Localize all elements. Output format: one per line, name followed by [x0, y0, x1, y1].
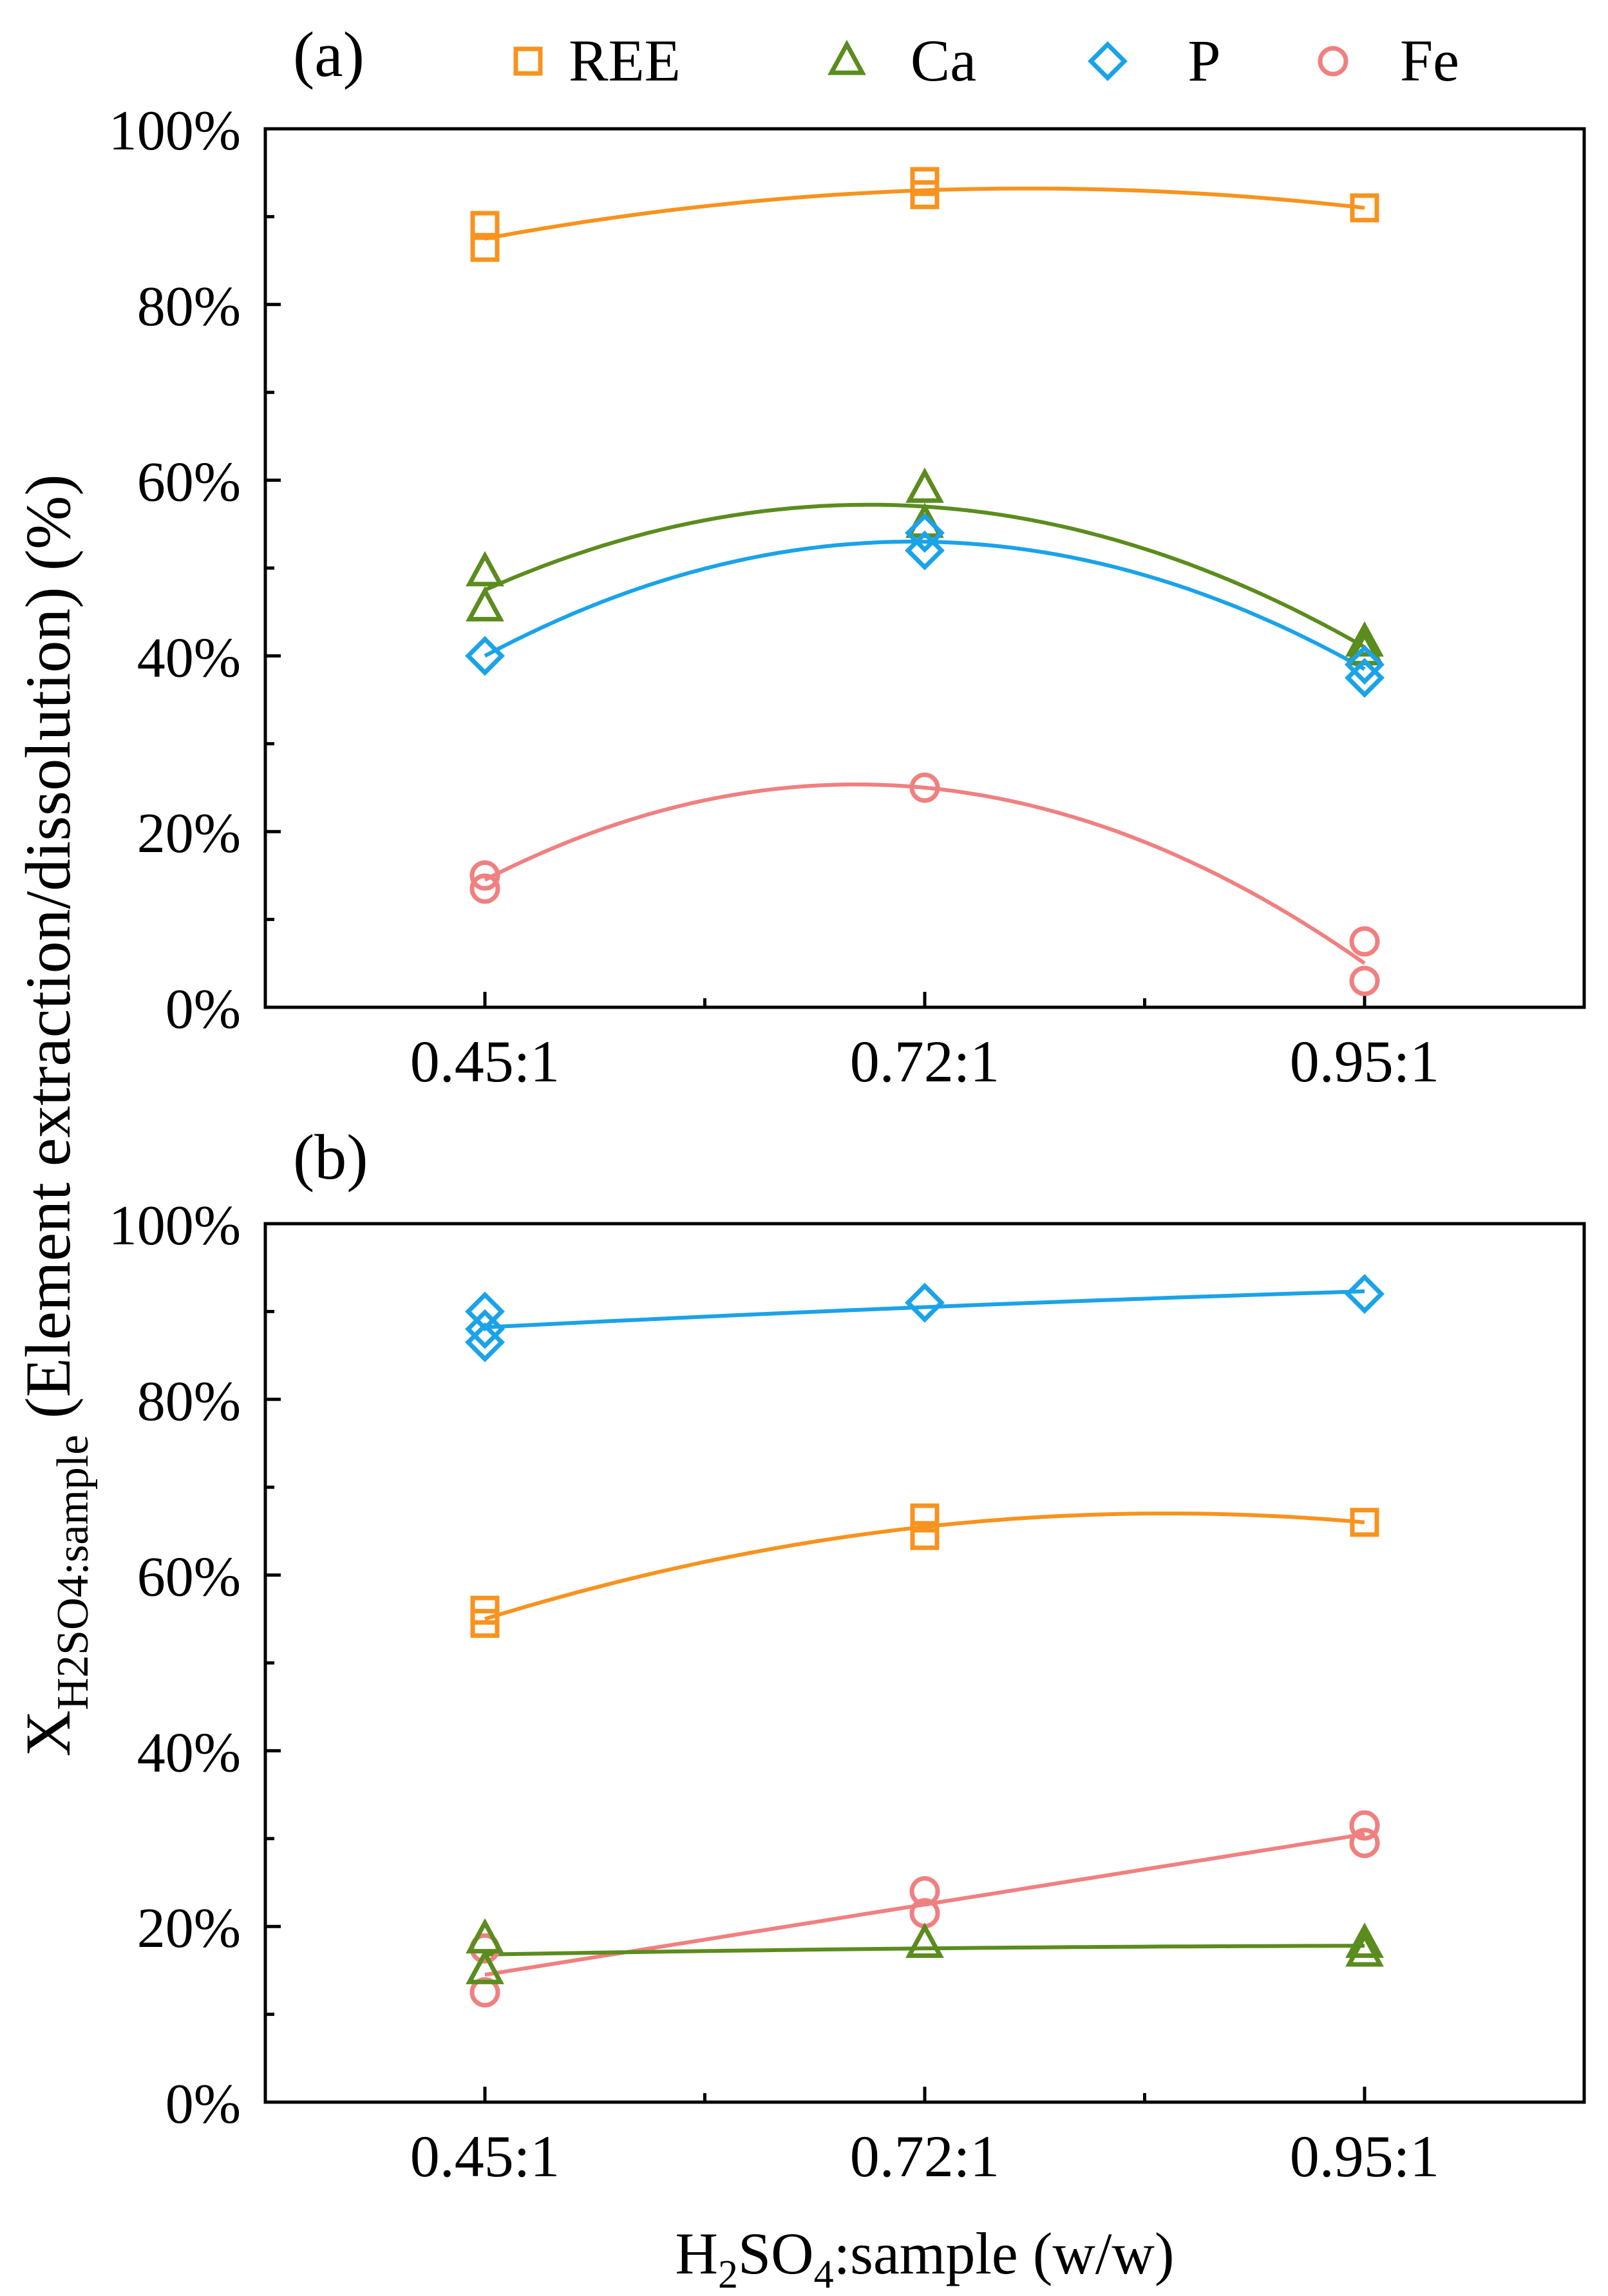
point-ree — [910, 1521, 940, 1550]
fit-line-ca — [484, 1944, 1365, 1957]
point-ca — [1345, 1922, 1384, 1958]
legend: REE Ca P Fe — [513, 28, 1459, 93]
fit-line-ree — [484, 186, 1365, 241]
legend-label-ree: REE — [569, 28, 681, 93]
point-p — [465, 1309, 505, 1349]
point-ree — [470, 232, 500, 262]
y-tick-label: 20% — [137, 1897, 241, 1960]
point-fe — [469, 860, 500, 891]
point-fe — [1349, 965, 1380, 996]
fit-line-p — [484, 539, 1366, 671]
point-fe — [909, 1876, 940, 1907]
point-p — [905, 530, 945, 571]
point-ree — [1350, 1508, 1379, 1537]
y-tick-label: 40% — [137, 1722, 241, 1784]
point-ree — [910, 1503, 940, 1533]
fit-line-ree — [484, 1512, 1365, 1621]
legend-marker-fe — [1318, 46, 1348, 77]
fit-line-fe — [484, 782, 1366, 965]
panel-b-label: (b) — [293, 1121, 368, 1193]
fit-line-ca — [484, 502, 1366, 649]
point-fe — [1349, 1828, 1380, 1859]
y-tick-label: 80% — [137, 276, 241, 338]
x-axis-label: H2SO4:sample (w/w) — [676, 2221, 1175, 2296]
point-fe — [909, 772, 940, 803]
legend-label-fe: Fe — [1400, 28, 1459, 93]
panel-b-frame — [263, 1222, 1586, 2104]
legend-marker-ree — [513, 46, 543, 76]
point-ca — [466, 1949, 504, 1984]
x-tick-label: 0.95:1 — [1290, 1029, 1440, 1094]
y-tick-label: 100% — [109, 1195, 241, 1257]
point-ca — [905, 1922, 944, 1958]
panel-a-plot: 0% 20% 40% 60% 80% 100% 0.45:1 0.72:1 0.95:1 — [109, 100, 1440, 1094]
point-fe — [469, 873, 500, 904]
point-ca — [1345, 1931, 1384, 1967]
x-tick-label: 0.45:1 — [410, 1029, 560, 1094]
point-fe — [469, 1977, 500, 2007]
point-ree — [470, 211, 500, 240]
y-axis-label: XH2SO4:sample (Element extraction/dissol… — [12, 474, 98, 1756]
legend-marker-p — [1088, 41, 1128, 81]
y-tick-label: 20% — [137, 802, 241, 865]
y-tick-label: 40% — [137, 627, 241, 689]
point-ca — [905, 467, 944, 503]
panel-b-plot: 0% 20% 40% 60% 80% 100% 0.45:1 0.72:1 0.95:1 — [109, 1195, 1440, 2189]
point-ca — [466, 586, 504, 621]
y-tick-label: 0% — [166, 978, 241, 1041]
legend-marker-ca — [828, 39, 866, 75]
x-tick-label: 0.95:1 — [1290, 2123, 1440, 2189]
point-p — [1345, 645, 1385, 685]
point-p — [905, 1282, 945, 1323]
panel-a-label: (a) — [293, 19, 364, 90]
point-fe — [1349, 926, 1380, 957]
point-p — [1345, 658, 1385, 698]
y-tick-label: 80% — [137, 1371, 241, 1433]
point-ree — [910, 167, 940, 196]
point-p — [465, 1322, 505, 1363]
point-ree — [470, 1609, 500, 1638]
fit-line-p — [484, 1289, 1365, 1329]
point-p — [465, 636, 505, 676]
y-tick-label: 100% — [109, 100, 241, 162]
point-p — [905, 513, 945, 553]
y-tick-label: 60% — [137, 1546, 241, 1609]
legend-label-p: P — [1187, 28, 1220, 93]
x-tick-label: 0.45:1 — [410, 2123, 560, 2189]
point-ree — [1350, 193, 1379, 223]
legend-label-ca: Ca — [911, 28, 976, 93]
point-ca — [466, 551, 504, 587]
x-tick-label: 0.72:1 — [850, 1029, 1000, 1094]
point-ca — [1345, 621, 1384, 657]
y-tick-label: 60% — [137, 451, 241, 514]
y-tick-label: 0% — [166, 2073, 241, 2136]
x-tick-label: 0.72:1 — [850, 2123, 1000, 2189]
point-fe — [1349, 1810, 1380, 1841]
point-p — [1345, 1274, 1385, 1314]
